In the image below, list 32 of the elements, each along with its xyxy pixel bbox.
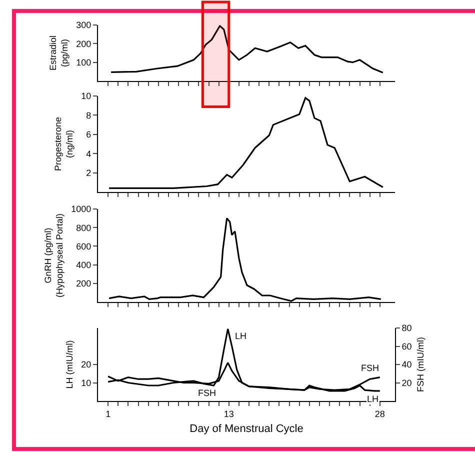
y-tick-label: 6	[86, 130, 92, 140]
x-tick-label: 1	[106, 408, 111, 419]
y-tick-label: 20	[81, 360, 92, 370]
y-axis-title: Progesterone (ng/ml)	[52, 116, 75, 172]
series-label: LH	[367, 394, 379, 404]
y-tick-label: 300	[76, 20, 92, 30]
y-tick-label: 200	[76, 38, 92, 49]
y-tick-label: 4	[86, 148, 92, 159]
y-axis-title: Estradiol (pg/ml)	[48, 35, 70, 71]
y-tick-label: 1000	[71, 204, 92, 214]
y-tick-label: 400	[76, 260, 92, 270]
x-tick-label: 13	[224, 408, 234, 419]
x-axis-title: Day of Menstrual Cycle	[190, 423, 304, 435]
y-tick-label: 8	[86, 110, 92, 120]
y-tick-label: 800	[76, 222, 92, 233]
y2-tick-label: 80	[402, 323, 412, 334]
y2-tick-label: 40	[402, 360, 412, 370]
annotation: LH	[235, 331, 247, 341]
y-tick-label: 600	[76, 241, 92, 252]
y-tick-label: 100	[76, 57, 92, 68]
y2-tick-label: 60	[402, 341, 412, 352]
y-tick-label: 2	[86, 168, 92, 178]
y2-tick-label: 20	[402, 378, 412, 388]
annotation: FSH	[198, 388, 216, 398]
x-tick-label: 28	[374, 408, 385, 419]
y-tick-label: 10	[81, 378, 92, 388]
y-tick-label: 200	[76, 278, 92, 289]
series-label: FSH	[361, 363, 379, 373]
y-axis-title: GnRH (pg/ml) (Hypophyseal Portal)	[42, 213, 65, 298]
y2-axis-title: FSH (mIU/ml)	[416, 337, 426, 392]
y-axis-title: LH (mIU/ml)	[64, 340, 75, 389]
y-tick-label: 10	[81, 91, 92, 102]
